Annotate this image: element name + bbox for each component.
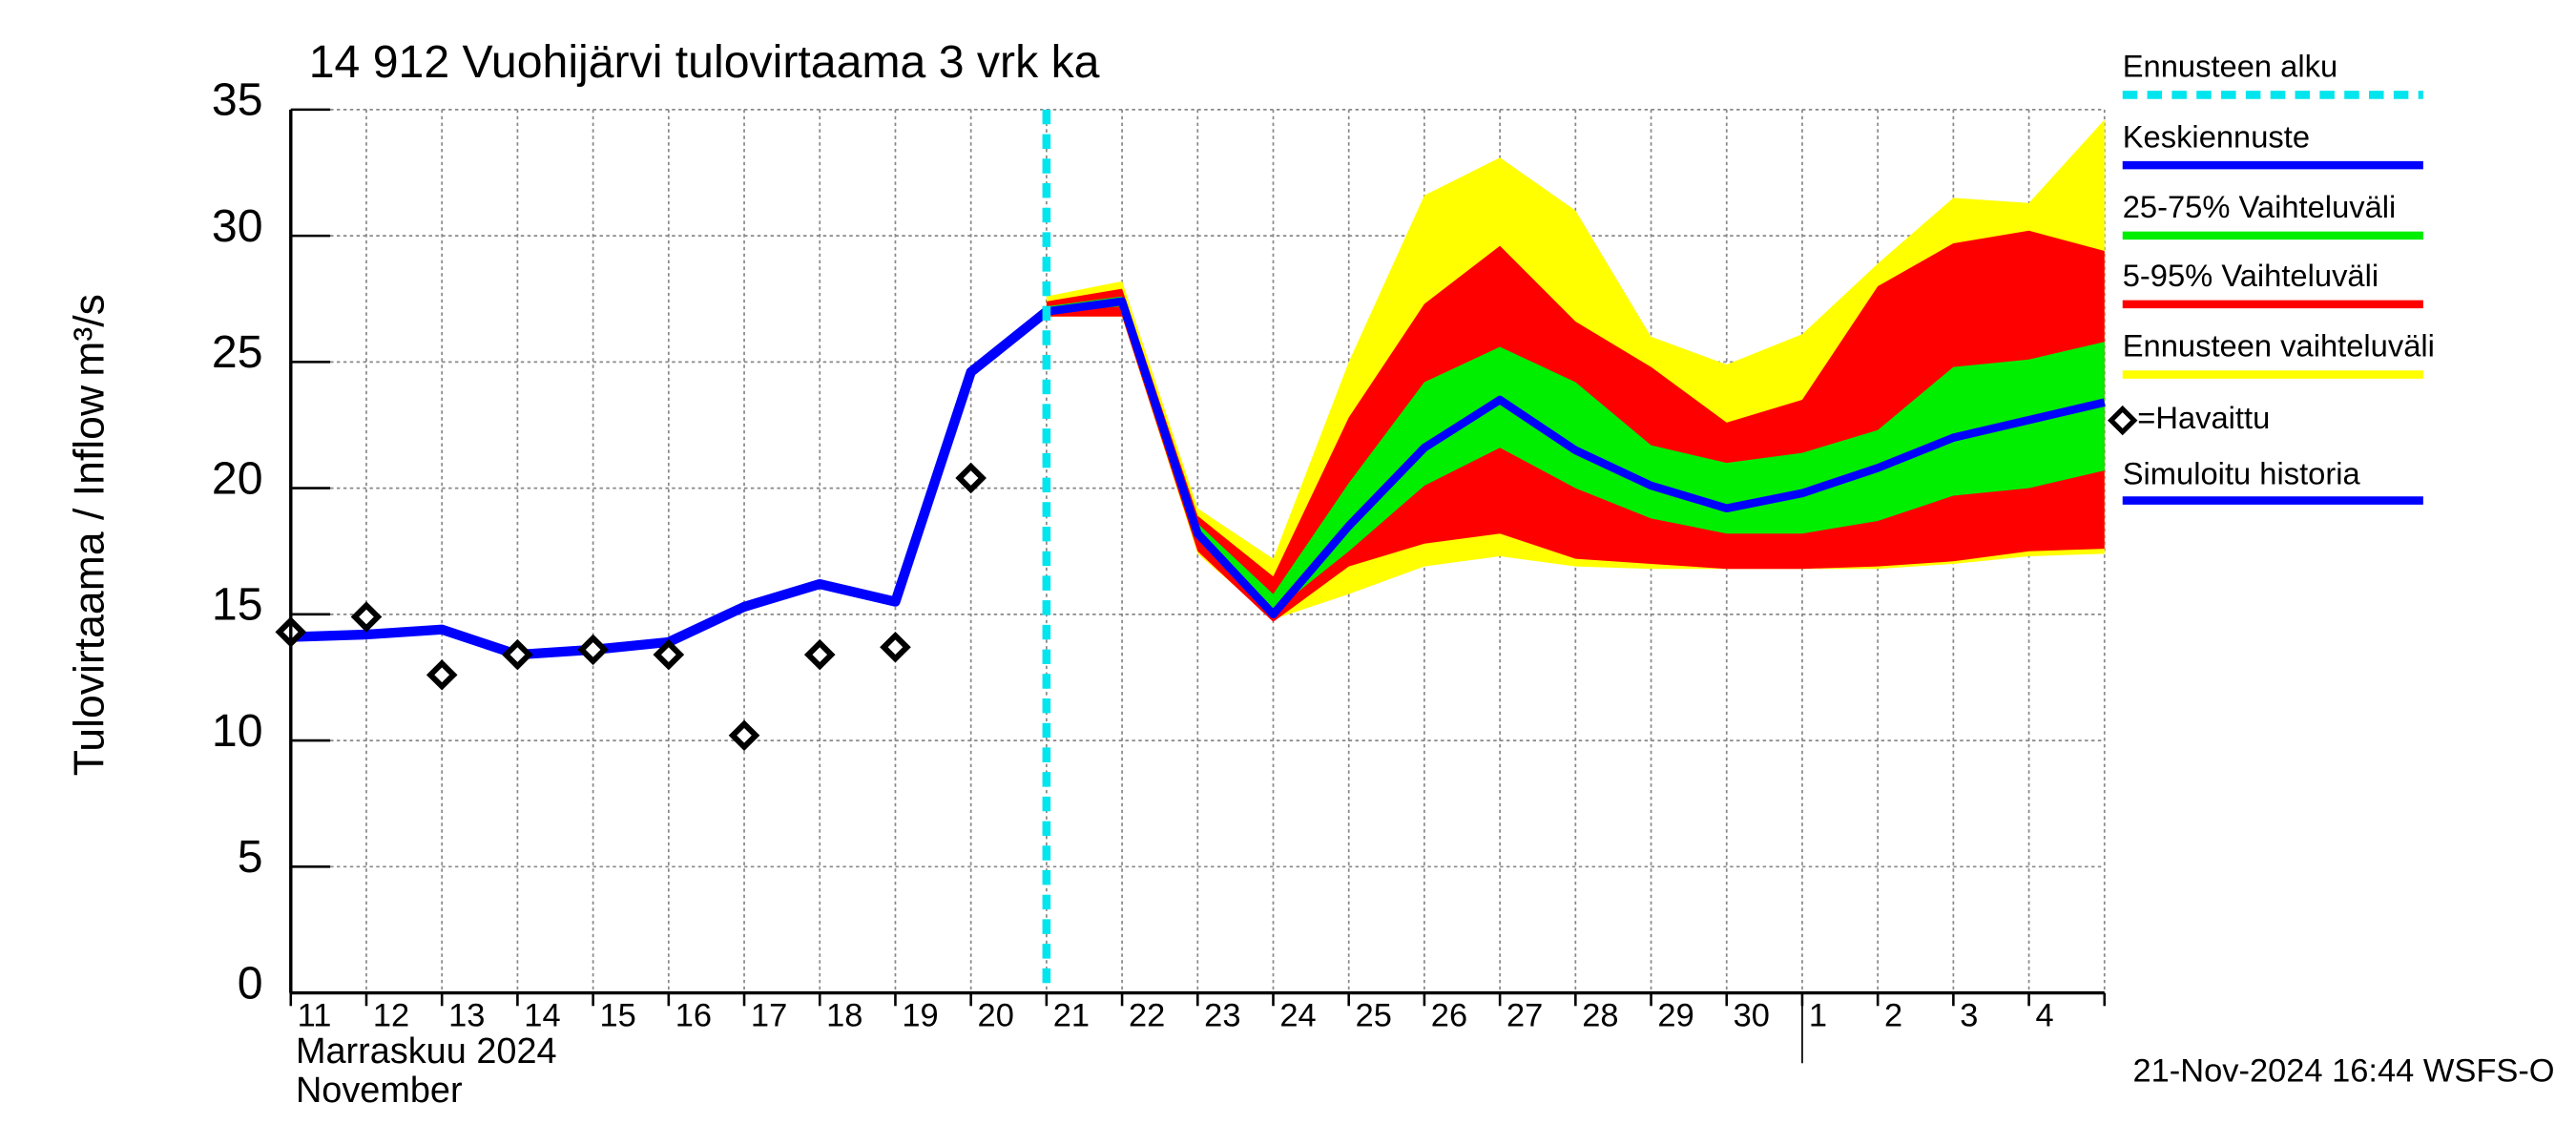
y-tick-label: 20: [212, 453, 263, 505]
footer: 21-Nov-2024 16:44 WSFS-O: [2132, 1053, 2554, 1090]
y-axis-label: Tulovirtaama / Inflow: [66, 385, 113, 776]
legend-label: =Havaittu: [2137, 400, 2270, 435]
y-tick-label: 5: [238, 831, 263, 883]
x-tick-label: 26: [1431, 997, 1467, 1033]
x-tick-label: 11: [298, 997, 332, 1033]
x-tick-label: 1: [1809, 997, 1827, 1033]
chart-title: 14 912 Vuohijärvi tulovirtaama 3 vrk ka: [309, 36, 1100, 88]
x-tick-label: 14: [524, 997, 560, 1033]
x-tick-label: 21: [1053, 997, 1090, 1033]
legend-label: Ennusteen vaihteluväli: [2123, 328, 2435, 364]
x-tick-label: 23: [1204, 997, 1240, 1033]
legend-marker: [2108, 405, 2138, 436]
x-tick-label: 24: [1279, 997, 1316, 1033]
x-tick-label: 18: [826, 997, 862, 1033]
x-tick-label: 20: [978, 997, 1014, 1033]
legend-label: Simuloitu historia: [2123, 456, 2361, 491]
legend-label: 5-95% Vaihteluväli: [2123, 258, 2379, 293]
x-axis-label: November: [296, 1071, 463, 1111]
x-tick-label: 12: [373, 997, 409, 1033]
x-tick-label: 30: [1734, 997, 1770, 1033]
x-tick-label: 16: [675, 997, 712, 1033]
observed-marker: [803, 638, 836, 671]
observed-marker: [502, 638, 533, 671]
x-tick-label: 13: [448, 997, 485, 1033]
observed-marker: [577, 634, 609, 666]
x-tick-label: 2: [1884, 997, 1902, 1033]
y-axis-unit: m³/s: [66, 294, 113, 377]
y-tick-label: 0: [238, 957, 263, 1009]
y-tick-label: 25: [212, 326, 263, 378]
x-tick-label: 15: [600, 997, 636, 1033]
x-tick-label: 3: [1960, 997, 1978, 1033]
x-tick-label: 4: [2035, 997, 2053, 1033]
y-tick-label: 15: [212, 579, 263, 631]
legend-label: Keskiennuste: [2123, 118, 2310, 154]
series-line: [1046, 297, 2106, 619]
observed-marker: [426, 659, 458, 691]
observed-marker: [653, 638, 685, 671]
x-tick-label: 29: [1657, 997, 1693, 1033]
x-tick-label: 17: [751, 997, 787, 1033]
x-tick-label: 27: [1506, 997, 1543, 1033]
y-tick-label: 10: [212, 705, 263, 757]
observed-marker: [880, 631, 911, 663]
x-tick-label: 25: [1356, 997, 1392, 1033]
observed-marker: [955, 462, 987, 494]
y-tick-label: 35: [212, 74, 263, 126]
legend-label: 25-75% Vaihteluväli: [2123, 189, 2397, 224]
x-tick-label: 22: [1129, 997, 1165, 1033]
observed-marker: [728, 719, 760, 752]
y-tick-label: 30: [212, 200, 263, 252]
x-axis-label: Marraskuu 2024: [296, 1031, 557, 1072]
observed-marker: [350, 601, 383, 633]
x-tick-label: 28: [1582, 997, 1618, 1033]
x-tick-label: 19: [902, 997, 938, 1033]
legend-label: Ennusteen alku: [2123, 49, 2337, 84]
